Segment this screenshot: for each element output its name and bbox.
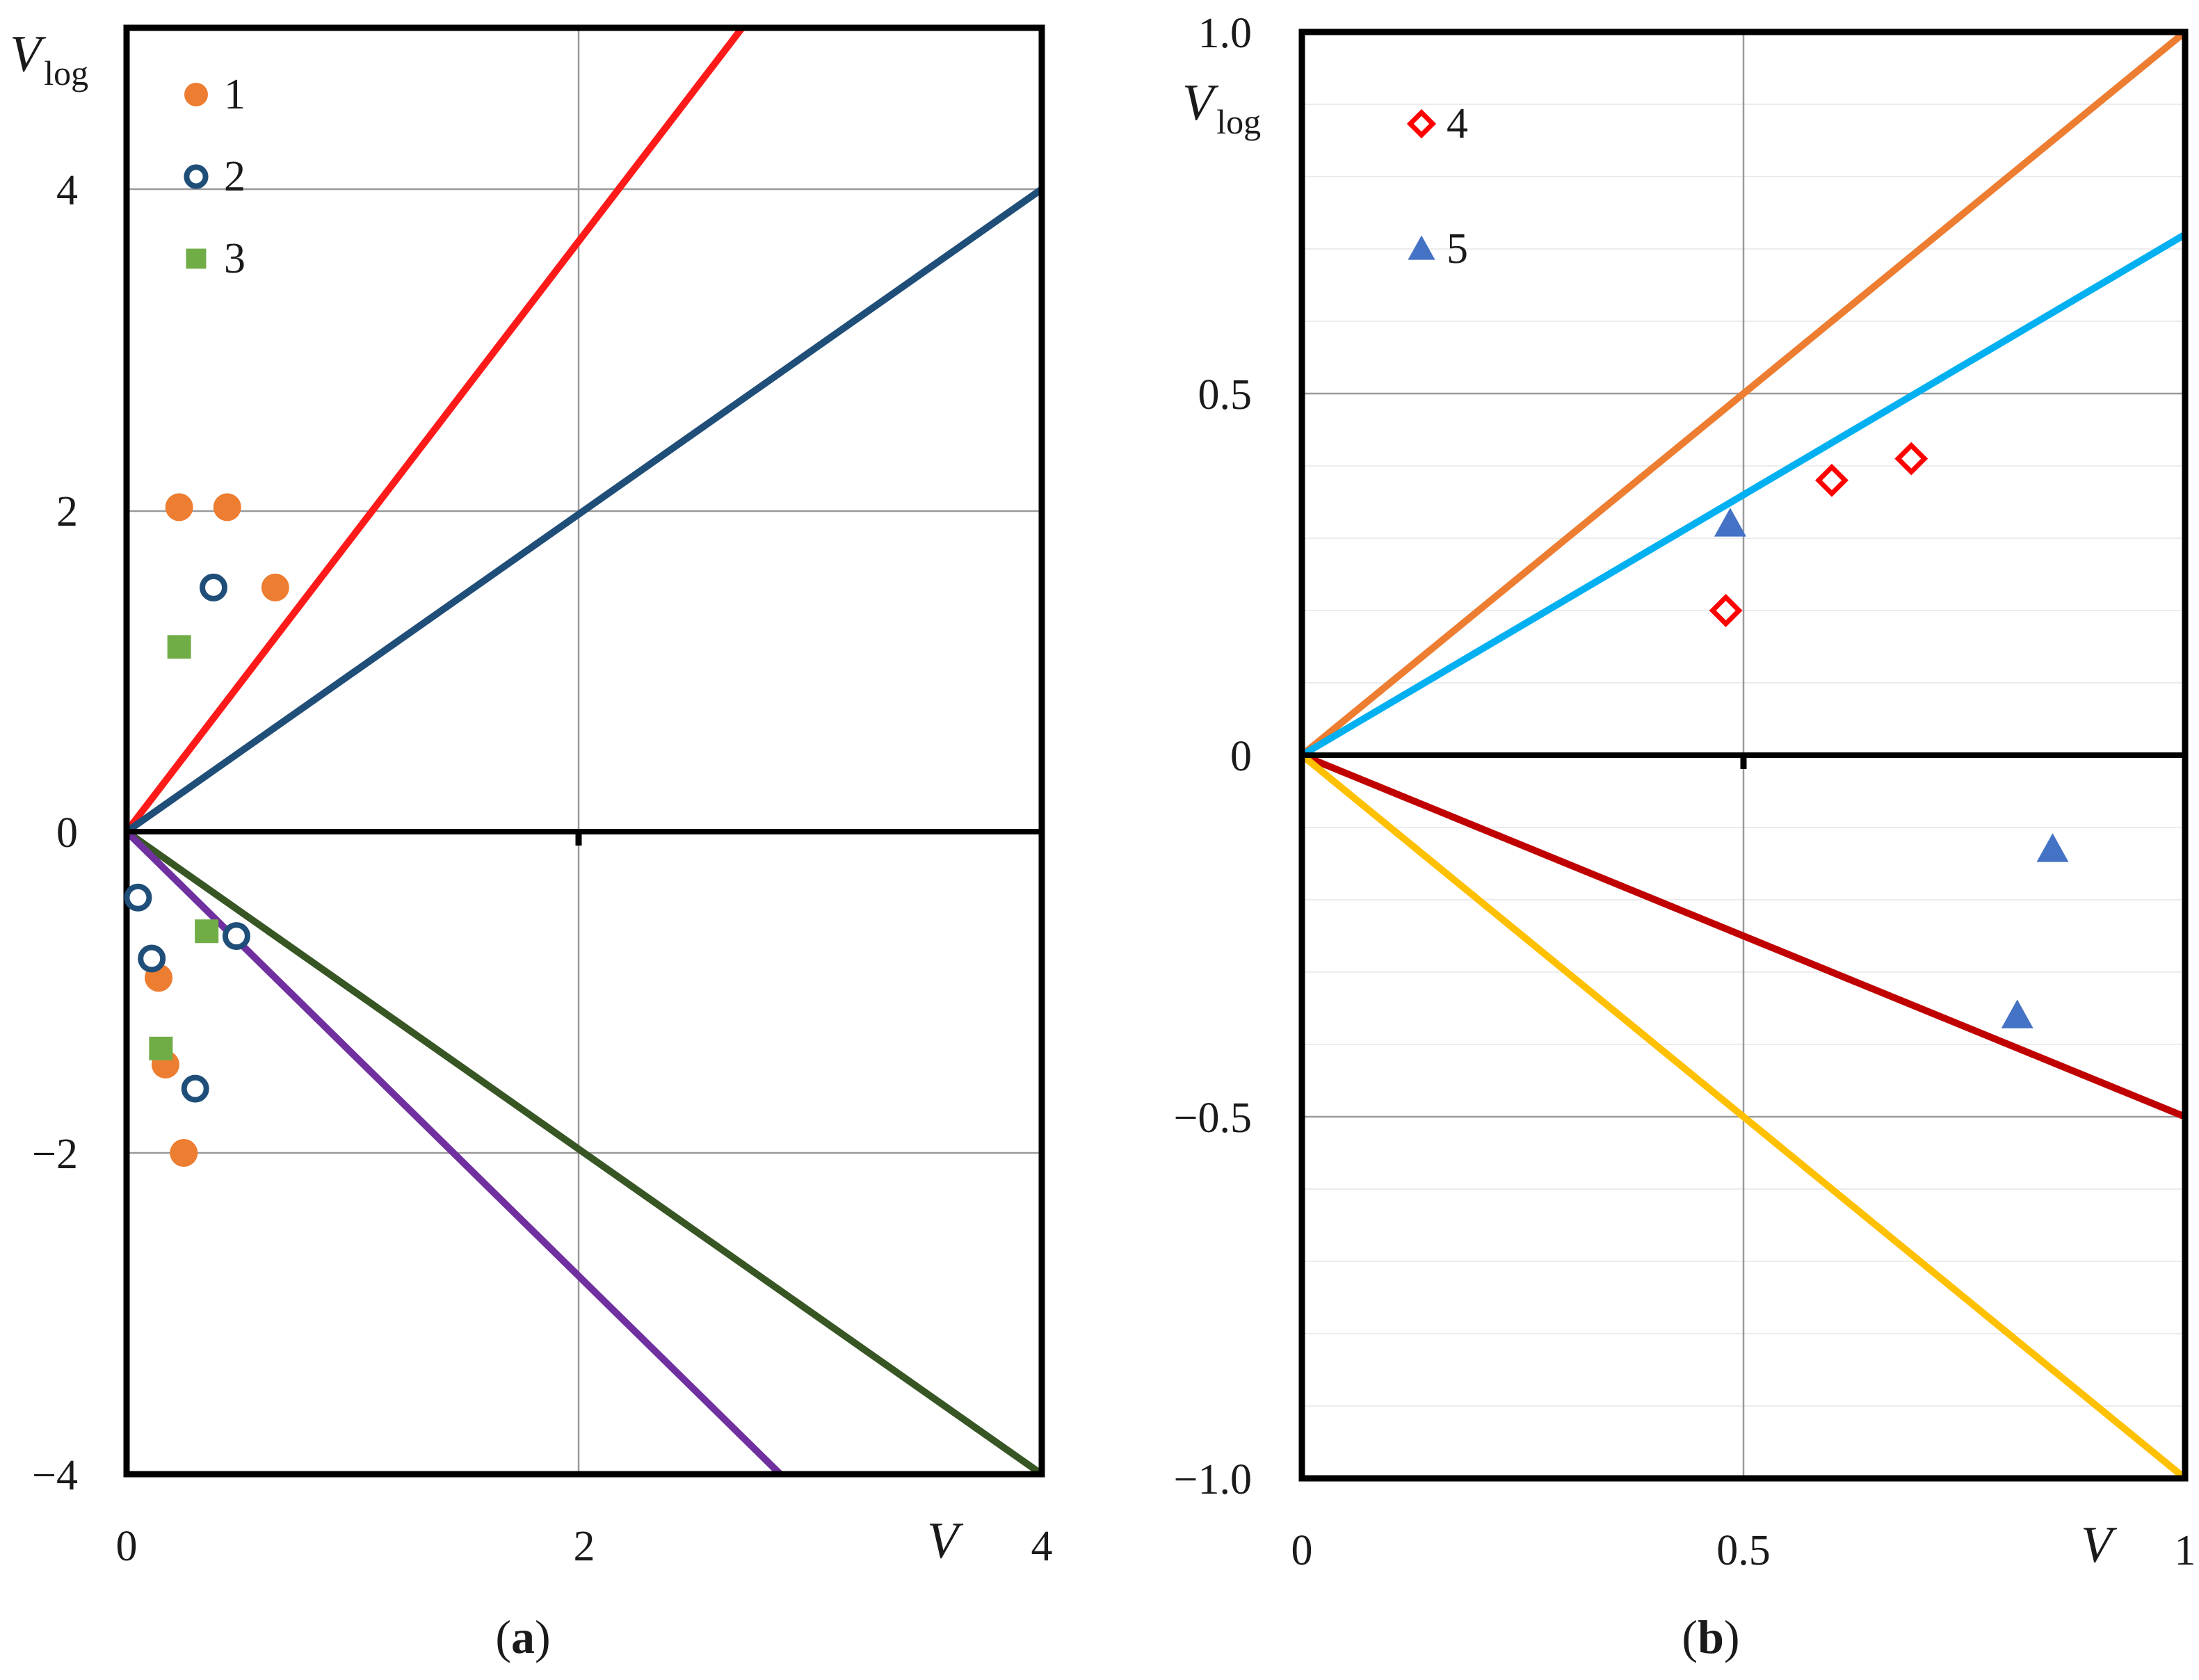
legend-marker-3 — [186, 248, 207, 269]
legend-marker-5 — [1408, 235, 1435, 260]
reference-line-4 — [127, 829, 786, 1474]
data-point-series-1 — [261, 573, 289, 601]
reference-line-4 — [1302, 752, 2185, 1478]
data-point-series-1 — [170, 1139, 198, 1167]
panel-b-tick-labels: 1.0 0.5 0 −0.5 −1.0 0 0.5 1 — [1174, 10, 2196, 1574]
x-tick-label: 0.5 — [1716, 1527, 1771, 1574]
panel-a-tick-labels: 4 2 0 −2 −4 0 2 4 — [32, 167, 1052, 1570]
panel-a-label: (a) — [495, 1610, 550, 1663]
panel-b-data-points — [1709, 442, 2069, 1028]
y-tick-label: 2 — [56, 488, 78, 535]
data-point-series-3 — [195, 919, 219, 944]
panel-b-frame — [1298, 29, 2189, 1482]
x-tick-label: 1 — [2175, 1527, 2196, 1574]
data-point-series-5 — [2036, 833, 2069, 862]
legend-marker-2 — [184, 164, 209, 189]
y-tick-label: 1.0 — [1198, 10, 1252, 57]
y-tick-label: 0 — [56, 809, 78, 857]
data-point-series-2 — [181, 1074, 209, 1103]
legend-label-1: 1 — [224, 71, 245, 118]
data-point-series-4 — [1815, 463, 1848, 497]
data-point-series-1 — [213, 493, 241, 522]
data-point-series-4 — [1709, 594, 1743, 627]
panel-b-legend: 45 — [1406, 100, 1468, 273]
plot-border — [123, 24, 1045, 1478]
panel-a-y-axis-label: Vlog — [10, 26, 88, 92]
x-tick-label: 4 — [1031, 1523, 1053, 1570]
panel-a-reference-lines — [127, 28, 1042, 1474]
data-point-series-1 — [165, 493, 193, 522]
x-tick-label: 0 — [116, 1523, 138, 1570]
panel-b-x-axis-label: V — [2081, 1517, 2118, 1574]
y-tick-label: −1.0 — [1174, 1456, 1252, 1503]
data-point-series-3 — [149, 1036, 173, 1060]
x-tick-label: 2 — [574, 1523, 595, 1570]
legend-label-3: 3 — [224, 235, 245, 282]
panel-a-x-axis-label: V — [927, 1512, 964, 1569]
data-point-series-2 — [124, 883, 152, 912]
data-point-series-2 — [200, 573, 228, 601]
x-tick-label: 0 — [1291, 1527, 1313, 1574]
panel-a: 4 2 0 −2 −4 0 2 4 Vlog V 1 2 3 (a) — [10, 24, 1053, 1663]
data-point-series-3 — [167, 635, 191, 659]
legend-marker-1 — [184, 83, 208, 106]
reference-line-1 — [127, 28, 747, 834]
data-point-series-5 — [2001, 999, 2033, 1028]
legend-marker-4 — [1406, 108, 1437, 139]
data-point-series-5 — [1714, 508, 1746, 537]
data-point-series-2 — [138, 944, 166, 973]
y-tick-label: 0 — [1230, 733, 1252, 780]
y-tick-label: 0.5 — [1198, 371, 1252, 419]
y-tick-label: 4 — [56, 167, 78, 214]
y-tick-label: −0.5 — [1174, 1095, 1252, 1142]
legend-label-2: 2 — [224, 153, 245, 200]
y-tick-label: −4 — [32, 1452, 78, 1499]
reference-line-2 — [1302, 231, 2185, 759]
data-point-series-4 — [1894, 442, 1928, 476]
reference-line-2 — [127, 186, 1042, 835]
y-tick-label: −2 — [32, 1131, 78, 1178]
panel-b-reference-lines — [1302, 32, 2185, 1478]
panel-a-gridlines — [127, 28, 1042, 1474]
legend-label-5: 5 — [1447, 225, 1468, 273]
panel-b-y-axis-label: Vlog — [1182, 74, 1261, 141]
panel-a-legend: 1 2 3 — [184, 71, 245, 282]
panel-b: 1.00.50−0.5−1.00 0.5 1 Vlog V 45 (b) — [1174, 10, 2196, 1663]
panel-b-label: (b) — [1682, 1610, 1739, 1663]
reference-line-1 — [1302, 32, 2185, 758]
reference-line-3 — [1302, 752, 2185, 1120]
reference-line-3 — [127, 828, 1042, 1474]
panel-a-frame — [123, 24, 1045, 1478]
data-point-series-2 — [222, 922, 250, 951]
panel-a-data-points — [124, 493, 289, 1167]
legend-label-4: 4 — [1447, 100, 1468, 147]
